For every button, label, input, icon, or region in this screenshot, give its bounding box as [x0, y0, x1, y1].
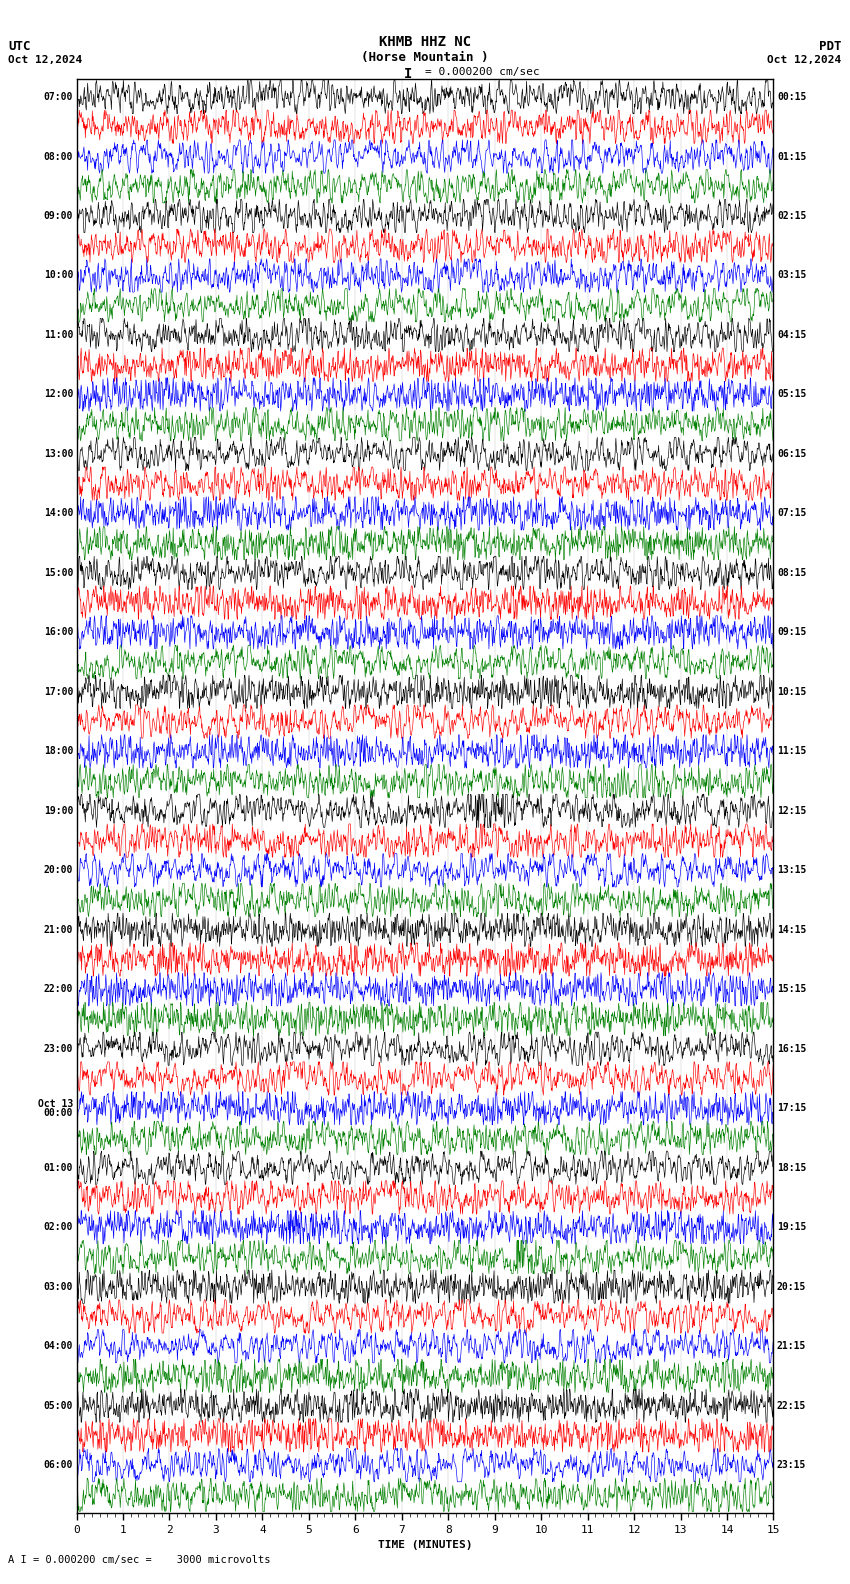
- Text: 22:15: 22:15: [777, 1400, 807, 1411]
- Text: 20:15: 20:15: [777, 1281, 807, 1291]
- Text: 02:15: 02:15: [777, 211, 807, 222]
- Text: 07:00: 07:00: [43, 92, 73, 101]
- Text: 12:00: 12:00: [43, 390, 73, 399]
- Text: 14:15: 14:15: [777, 925, 807, 935]
- Text: 07:15: 07:15: [777, 508, 807, 518]
- Text: 03:15: 03:15: [777, 271, 807, 280]
- Text: 23:15: 23:15: [777, 1460, 807, 1470]
- Text: 16:15: 16:15: [777, 1044, 807, 1053]
- Text: 15:00: 15:00: [43, 569, 73, 578]
- Text: 01:15: 01:15: [777, 152, 807, 162]
- Text: 06:00: 06:00: [43, 1460, 73, 1470]
- Text: 21:15: 21:15: [777, 1342, 807, 1351]
- Text: 22:00: 22:00: [43, 984, 73, 995]
- Text: KHMB HHZ NC: KHMB HHZ NC: [379, 35, 471, 49]
- Text: UTC: UTC: [8, 40, 31, 52]
- X-axis label: TIME (MINUTES): TIME (MINUTES): [377, 1540, 473, 1551]
- Text: 23:00: 23:00: [43, 1044, 73, 1053]
- Text: 08:15: 08:15: [777, 569, 807, 578]
- Text: 19:15: 19:15: [777, 1223, 807, 1232]
- Text: 19:00: 19:00: [43, 806, 73, 816]
- Text: 10:15: 10:15: [777, 687, 807, 697]
- Text: = 0.000200 cm/sec: = 0.000200 cm/sec: [425, 67, 540, 76]
- Text: 13:00: 13:00: [43, 448, 73, 459]
- Text: 15:15: 15:15: [777, 984, 807, 995]
- Text: 06:15: 06:15: [777, 448, 807, 459]
- Text: 18:00: 18:00: [43, 746, 73, 756]
- Text: 14:00: 14:00: [43, 508, 73, 518]
- Text: 18:15: 18:15: [777, 1163, 807, 1172]
- Text: 17:15: 17:15: [777, 1102, 807, 1114]
- Text: 02:00: 02:00: [43, 1223, 73, 1232]
- Text: 17:00: 17:00: [43, 687, 73, 697]
- Text: 10:00: 10:00: [43, 271, 73, 280]
- Text: 05:15: 05:15: [777, 390, 807, 399]
- Text: 13:15: 13:15: [777, 865, 807, 876]
- Text: 05:00: 05:00: [43, 1400, 73, 1411]
- Text: Oct 13
00:00: Oct 13 00:00: [37, 1099, 73, 1118]
- Text: 04:00: 04:00: [43, 1342, 73, 1351]
- Text: 21:00: 21:00: [43, 925, 73, 935]
- Text: 09:00: 09:00: [43, 211, 73, 222]
- Text: PDT: PDT: [819, 40, 842, 52]
- Text: 00:15: 00:15: [777, 92, 807, 101]
- Text: 16:00: 16:00: [43, 627, 73, 637]
- Text: 20:00: 20:00: [43, 865, 73, 876]
- Text: 01:00: 01:00: [43, 1163, 73, 1172]
- Text: 11:00: 11:00: [43, 329, 73, 341]
- Text: A I = 0.000200 cm/sec =    3000 microvolts: A I = 0.000200 cm/sec = 3000 microvolts: [8, 1555, 271, 1565]
- Text: 11:15: 11:15: [777, 746, 807, 756]
- Text: 09:15: 09:15: [777, 627, 807, 637]
- Text: 03:00: 03:00: [43, 1281, 73, 1291]
- Text: Oct 12,2024: Oct 12,2024: [768, 55, 842, 65]
- Text: 08:00: 08:00: [43, 152, 73, 162]
- Text: Oct 12,2024: Oct 12,2024: [8, 55, 82, 65]
- Text: 04:15: 04:15: [777, 329, 807, 341]
- Text: I: I: [404, 67, 412, 81]
- Text: (Horse Mountain ): (Horse Mountain ): [361, 51, 489, 63]
- Text: 12:15: 12:15: [777, 806, 807, 816]
